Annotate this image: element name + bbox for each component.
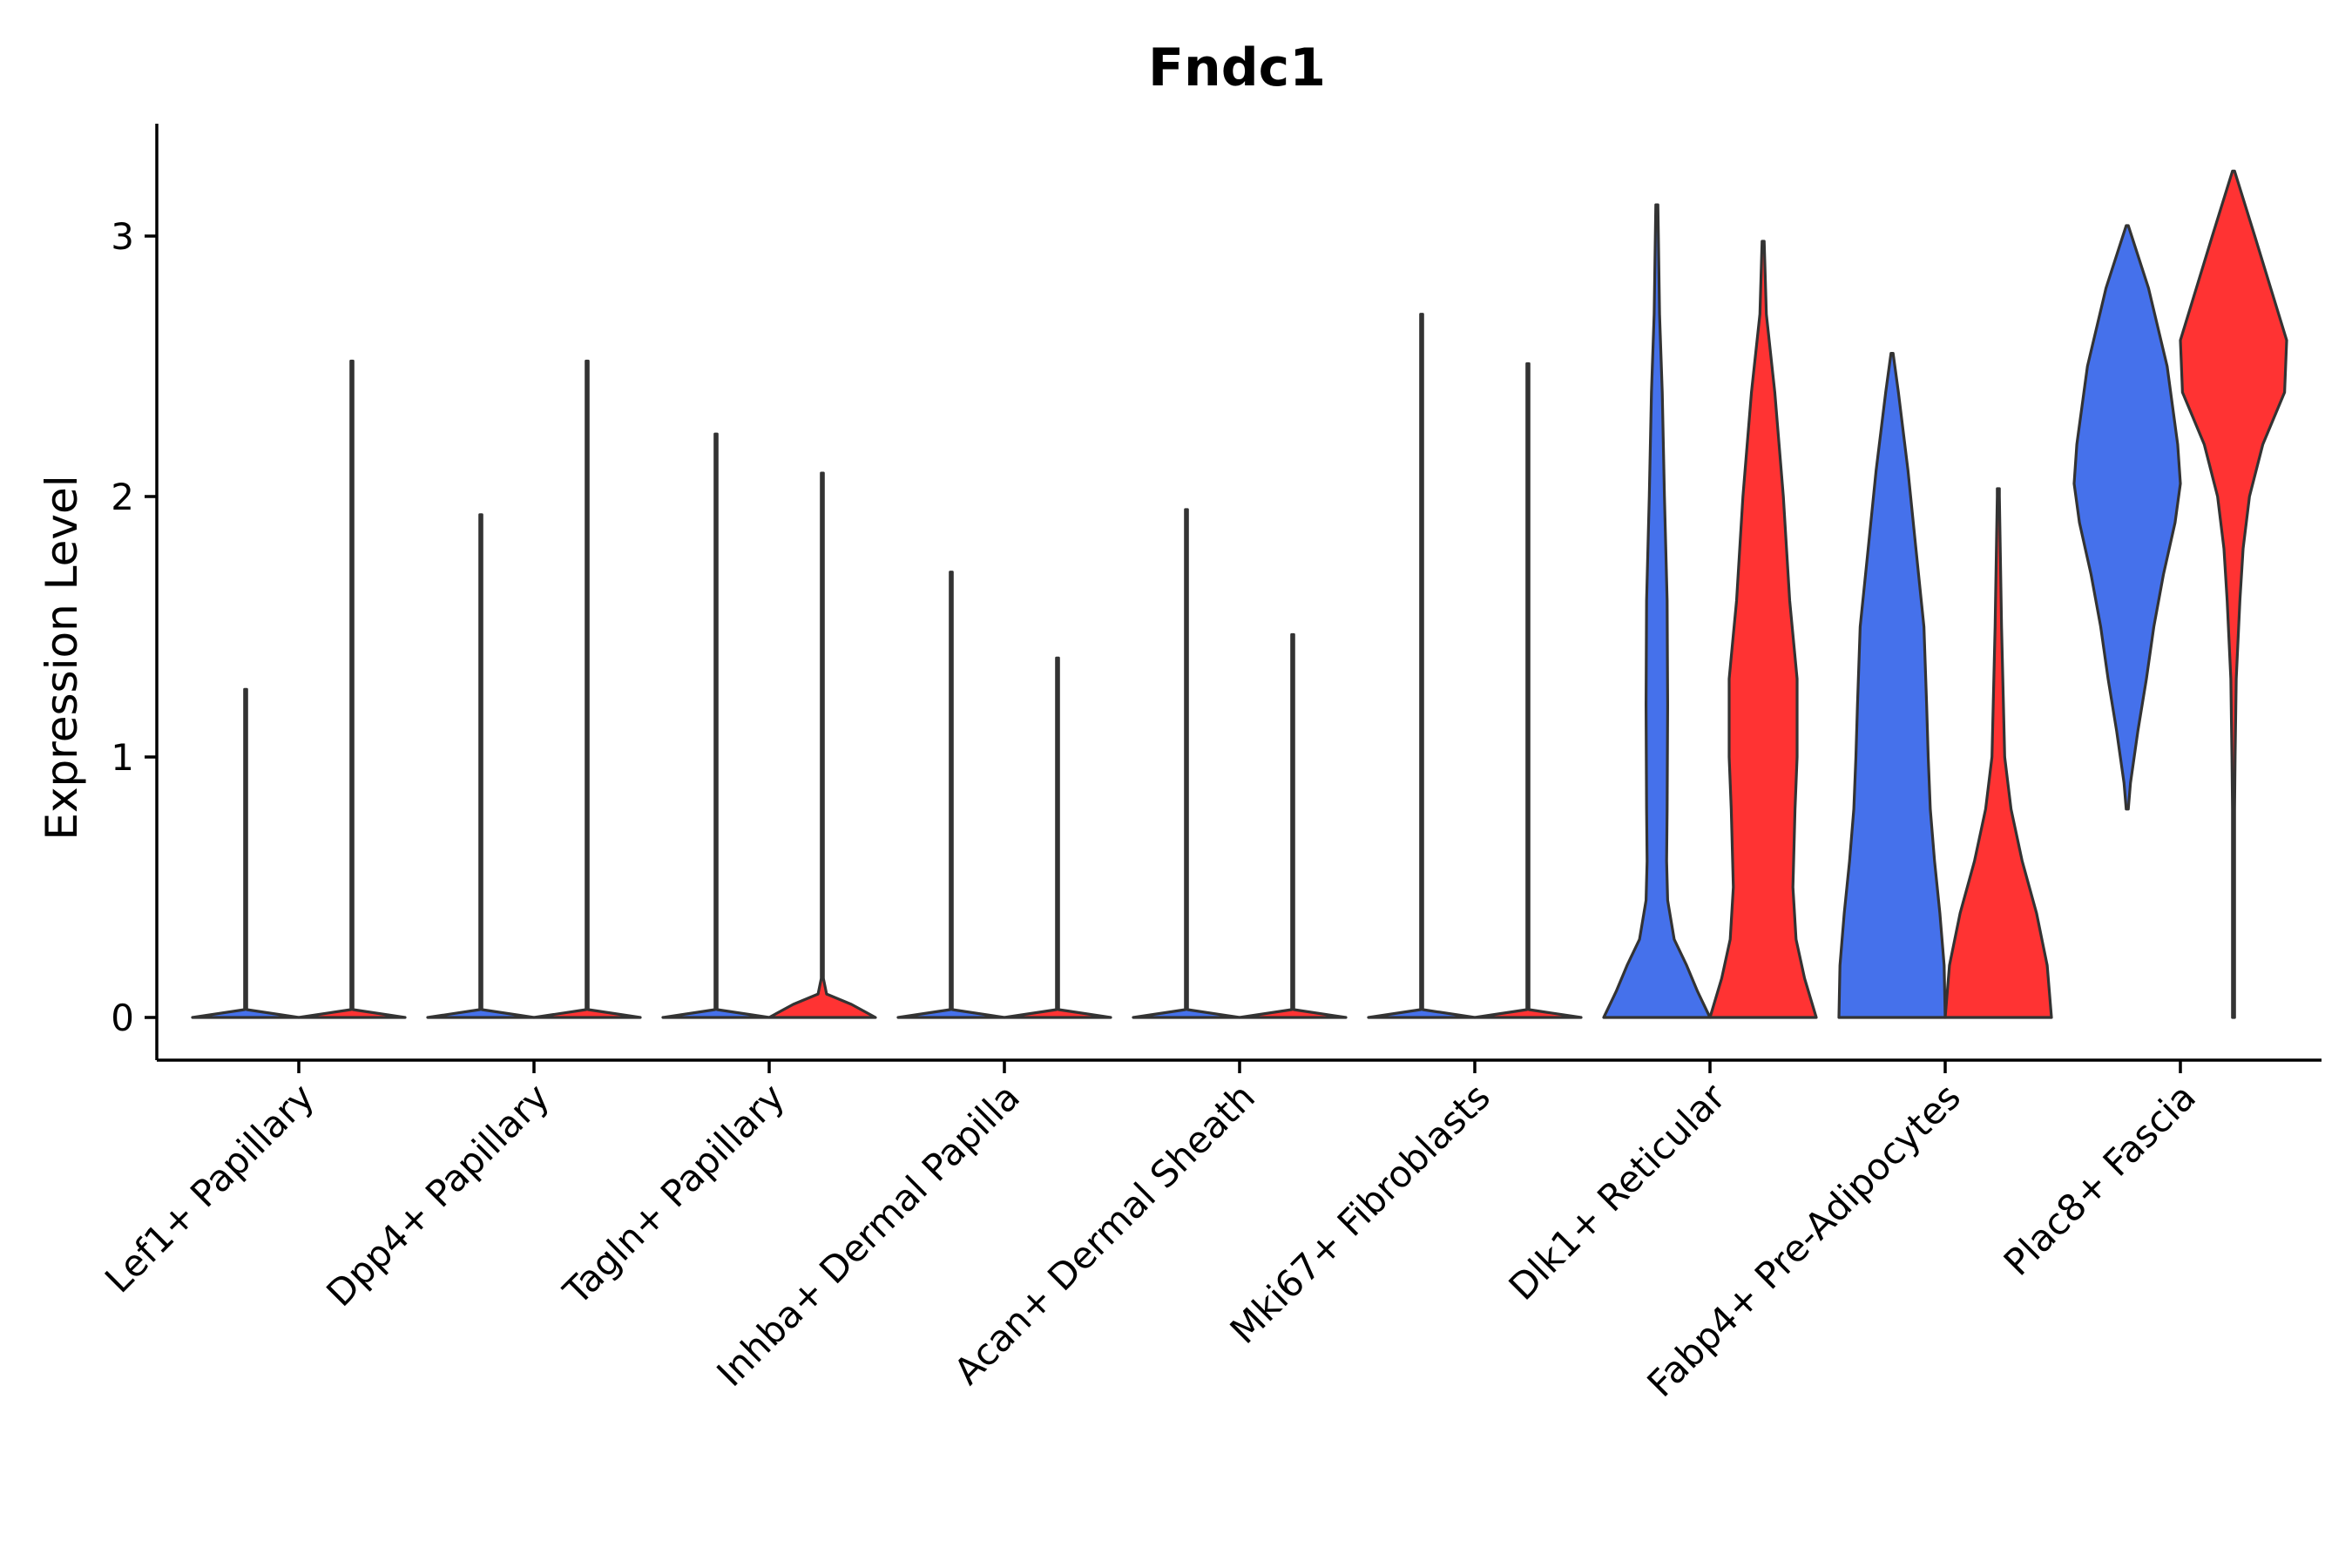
violin-group2-4 [1003,656,1112,1019]
violin-group2-2 [532,359,642,1019]
y-tick-label: 2 [111,476,134,518]
violin-group2-3 [767,471,877,1019]
violin-group2-5 [1238,632,1348,1019]
y-tick-label: 0 [111,997,134,1039]
violin-group1-1 [191,687,301,1019]
violin-group2-9 [2179,169,2288,1019]
x-tick-label: Lef1+ Papillary [97,1075,322,1301]
chart-title: Fndc1 [1148,37,1326,98]
violin-group2-1 [297,359,407,1019]
x-tick-label: Plac8+ Fascia [1996,1075,2204,1283]
x-tick-label: Dpp4+ Papillary [318,1075,558,1315]
violin-group2-8 [1943,487,2053,1019]
violin-group1-4 [896,571,1006,1019]
x-tick-label: Mki67+ Fibroblasts [1222,1075,1498,1351]
x-tick-label: Tagln+ Papillary [555,1075,793,1313]
y-axis-label: Expression Level [37,475,87,840]
y-tick-label: 3 [111,215,134,258]
y-tick-label: 1 [111,736,134,779]
y-axis-ticks: 0 1 2 3 [111,215,157,1039]
violin-group2-7 [1708,240,1818,1019]
violin-group1-5 [1132,508,1241,1019]
violins-layer [191,169,2288,1019]
violin-group1-9 [2072,224,2182,811]
violin-group1-6 [1367,313,1477,1019]
violin-group1-2 [426,513,536,1019]
violin-group1-7 [1602,203,1712,1019]
violin-group2-6 [1473,362,1583,1019]
violin-group1-3 [661,432,771,1019]
x-tick-label: Dlk1+ Reticular [1501,1075,1734,1308]
violin-group1-8 [1837,352,1947,1019]
